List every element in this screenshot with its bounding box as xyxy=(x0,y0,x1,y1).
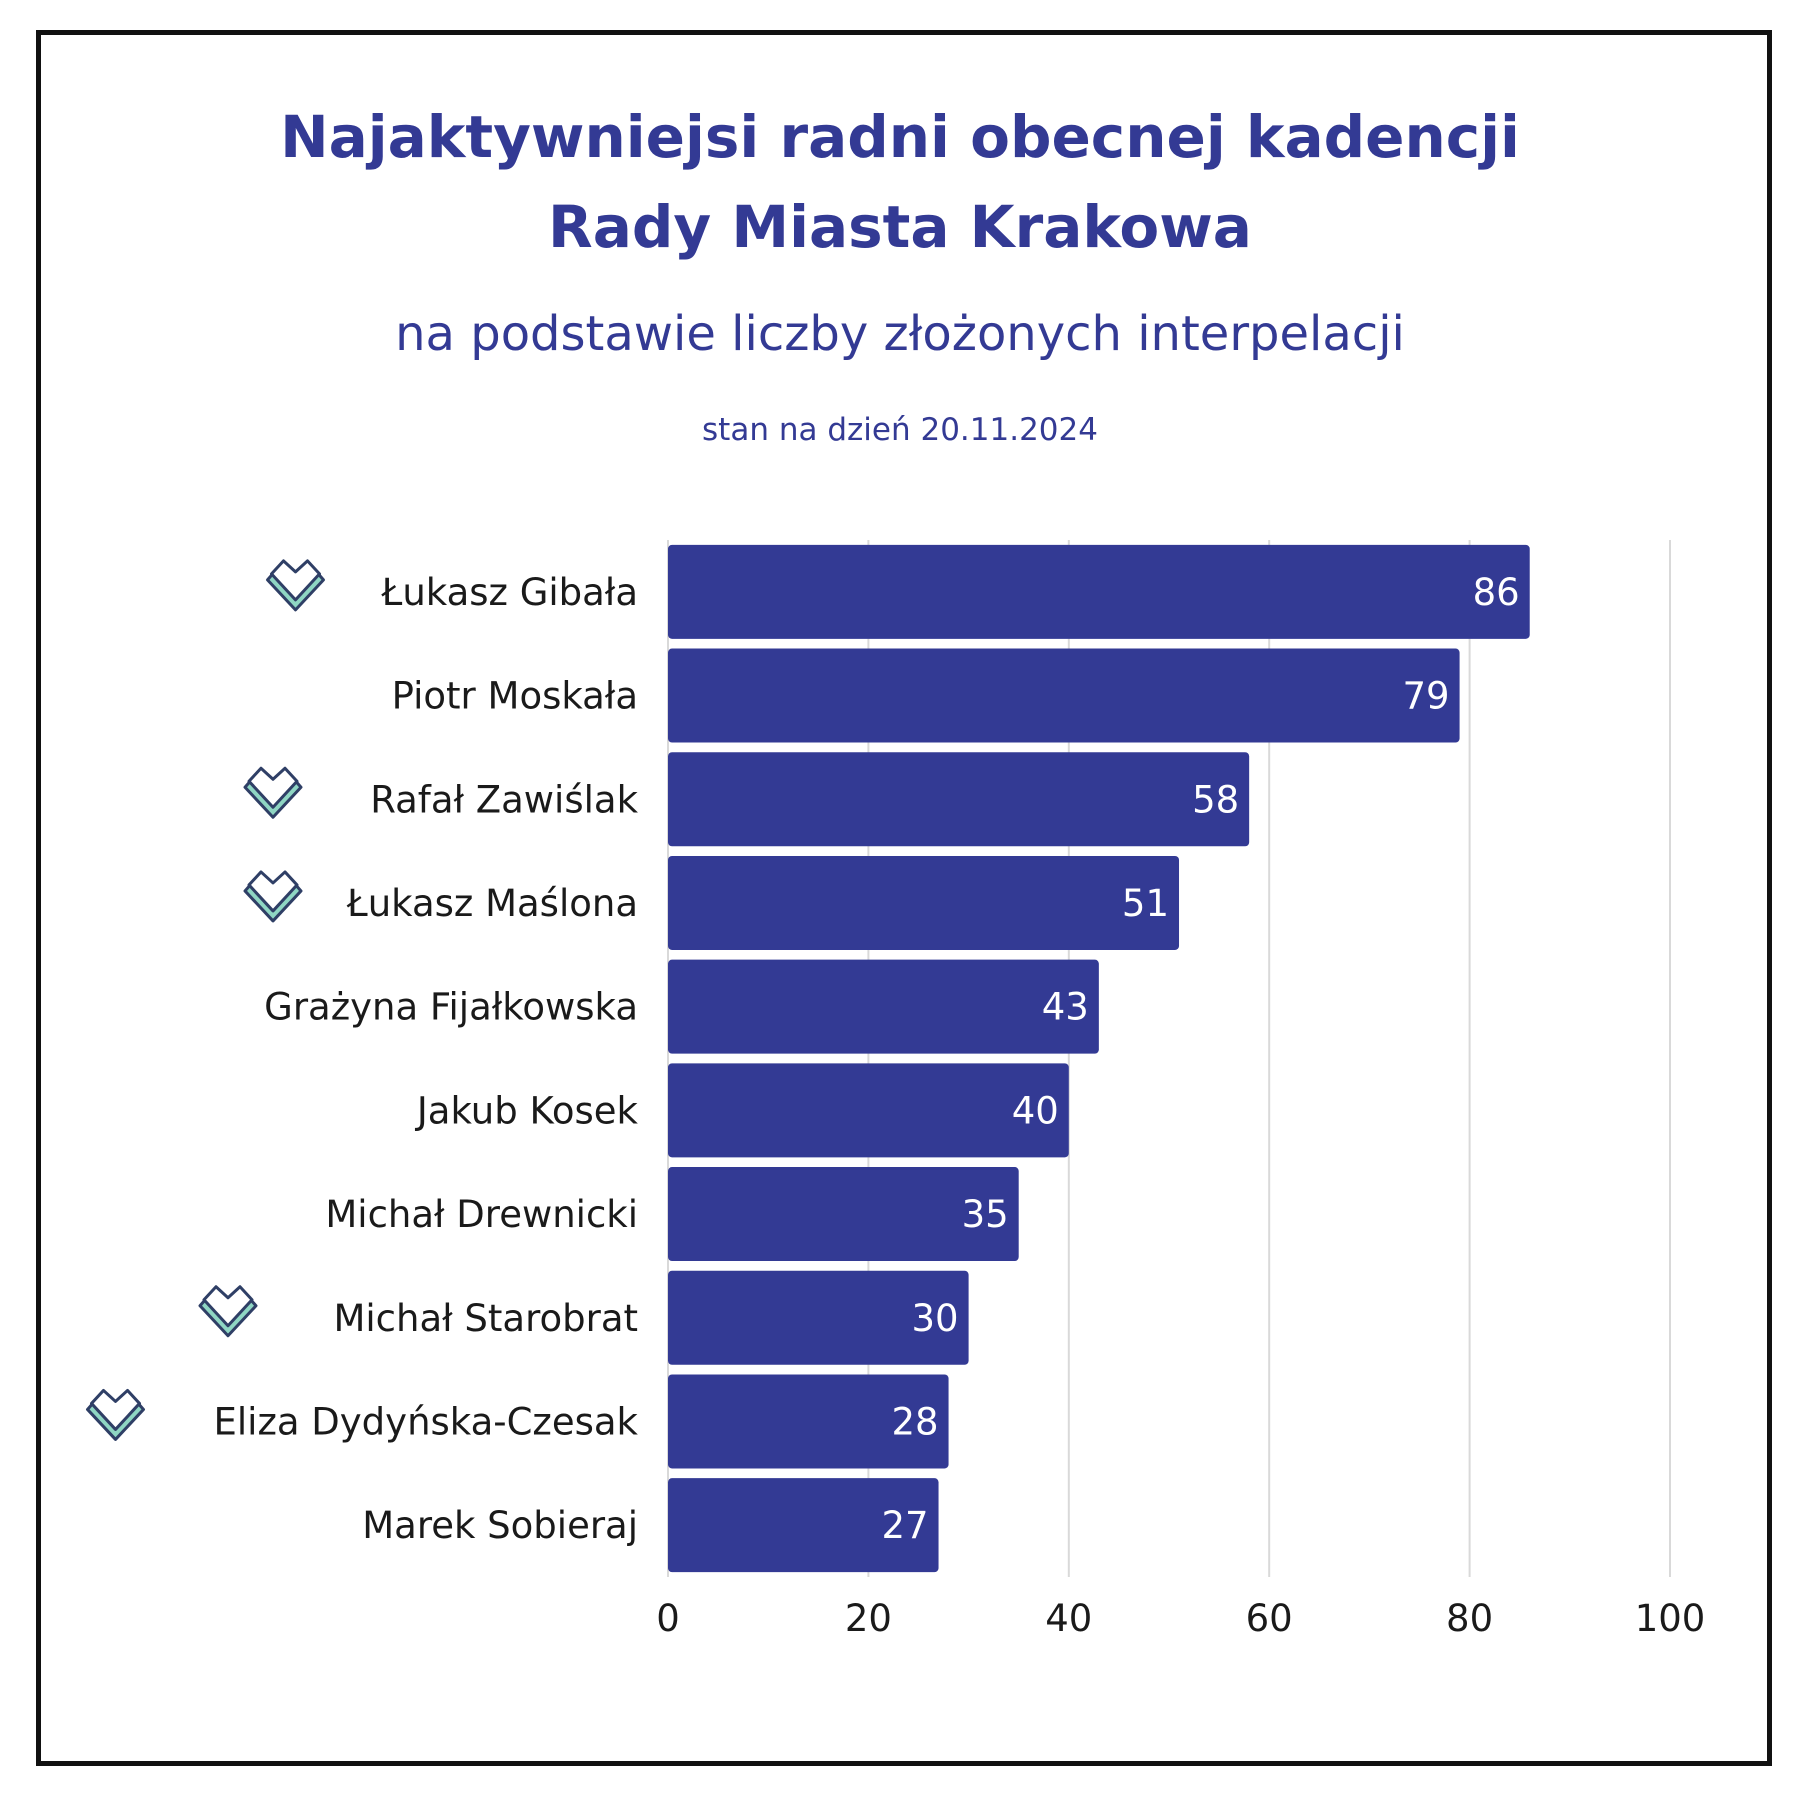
heart-icon xyxy=(86,1388,145,1441)
bar xyxy=(668,1478,939,1573)
data-label: 86 xyxy=(1473,571,1520,614)
chart-title-line2: Rady Miasta Krakowa xyxy=(548,193,1252,261)
bar xyxy=(668,1063,1069,1158)
data-label: 79 xyxy=(1402,675,1449,718)
data-label: 27 xyxy=(881,1504,928,1547)
category-label: Rafał Zawiślak xyxy=(370,778,638,821)
x-tick-label: 0 xyxy=(656,1597,680,1640)
heart-icon xyxy=(243,870,303,923)
data-label: 28 xyxy=(891,1400,938,1443)
data-label: 30 xyxy=(912,1297,959,1340)
category-label: Eliza Dydyńska-Czesak xyxy=(214,1400,639,1443)
data-label: 40 xyxy=(1012,1089,1059,1132)
chart-subtitle: na podstawie liczby złożonych interpelac… xyxy=(395,306,1405,362)
bar xyxy=(668,1374,949,1469)
category-label: Łukasz Gibała xyxy=(381,571,638,614)
x-tick-label: 100 xyxy=(1635,1597,1706,1640)
category-label: Grażyna Fijałkowska xyxy=(264,986,638,1029)
category-label: Michał Starobrat xyxy=(333,1297,638,1340)
category-label: Piotr Moskała xyxy=(392,675,638,718)
data-label: 58 xyxy=(1192,778,1239,821)
chart-date: stan na dzień 20.11.2024 xyxy=(702,412,1098,448)
heart-icon xyxy=(198,1285,258,1338)
bar xyxy=(668,1270,969,1365)
bar xyxy=(668,855,1180,950)
x-tick-label: 40 xyxy=(1045,1597,1092,1640)
data-label: 51 xyxy=(1122,882,1169,925)
heart-icon xyxy=(266,559,325,612)
bar xyxy=(668,544,1530,639)
category-label: Łukasz Maślona xyxy=(346,882,638,925)
category-label: Jakub Kosek xyxy=(415,1089,639,1132)
chart-frame xyxy=(36,30,1772,1766)
heart-icon xyxy=(243,766,303,819)
bar xyxy=(668,648,1460,743)
x-tick-label: 80 xyxy=(1446,1597,1493,1640)
x-tick-label: 20 xyxy=(845,1597,892,1640)
x-tick-label: 60 xyxy=(1246,1597,1293,1640)
category-label: Michał Drewnicki xyxy=(325,1193,638,1236)
bar xyxy=(668,752,1250,847)
category-label: Marek Sobieraj xyxy=(362,1504,638,1547)
bar xyxy=(668,959,1099,1054)
data-label: 35 xyxy=(962,1193,1009,1236)
data-label: 43 xyxy=(1042,986,1089,1029)
chart-title-line1: Najaktywniejsi radni obecnej kadencji xyxy=(280,103,1520,171)
bar xyxy=(668,1167,1019,1262)
